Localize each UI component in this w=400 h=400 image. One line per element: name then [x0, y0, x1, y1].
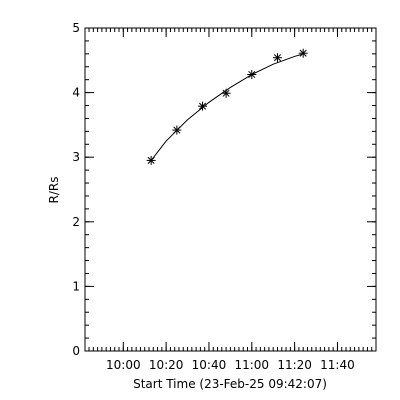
y-tick-label: 2 [72, 215, 80, 229]
y-axis-label: R/Rs [47, 177, 61, 204]
x-axis-label: Start Time (23-Feb-25 09:42:07) [133, 377, 327, 391]
data-point [221, 88, 231, 98]
data-point [198, 101, 208, 111]
x-tick-label: 11:00 [234, 358, 269, 372]
x-tick-label: 11:20 [277, 358, 312, 372]
y-axis-tick-labels: 0 1 2 3 4 5 [72, 21, 80, 358]
x-axis-ticks [88, 28, 377, 351]
data-point [172, 125, 182, 135]
y-tick-label: 4 [72, 86, 80, 100]
y-tick-label: 3 [72, 150, 80, 164]
data-points [146, 48, 308, 165]
data-point [247, 70, 257, 80]
y-axis-ticks [85, 27, 376, 352]
x-axis-tick-labels: 10:00 10:20 10:40 11:00 11:20 11:40 [106, 358, 355, 372]
x-tick-label: 10:20 [149, 358, 184, 372]
y-tick-label: 1 [72, 279, 80, 293]
x-tick-label: 11:40 [320, 358, 355, 372]
x-tick-label: 10:00 [106, 358, 141, 372]
plot-frame [84, 27, 377, 352]
data-point [146, 155, 156, 165]
x-tick-label: 10:40 [192, 358, 227, 372]
y-tick-label: 0 [72, 344, 80, 358]
data-point [298, 48, 308, 58]
data-point [272, 53, 282, 63]
y-tick-label: 5 [72, 21, 80, 35]
fit-line [150, 53, 304, 161]
